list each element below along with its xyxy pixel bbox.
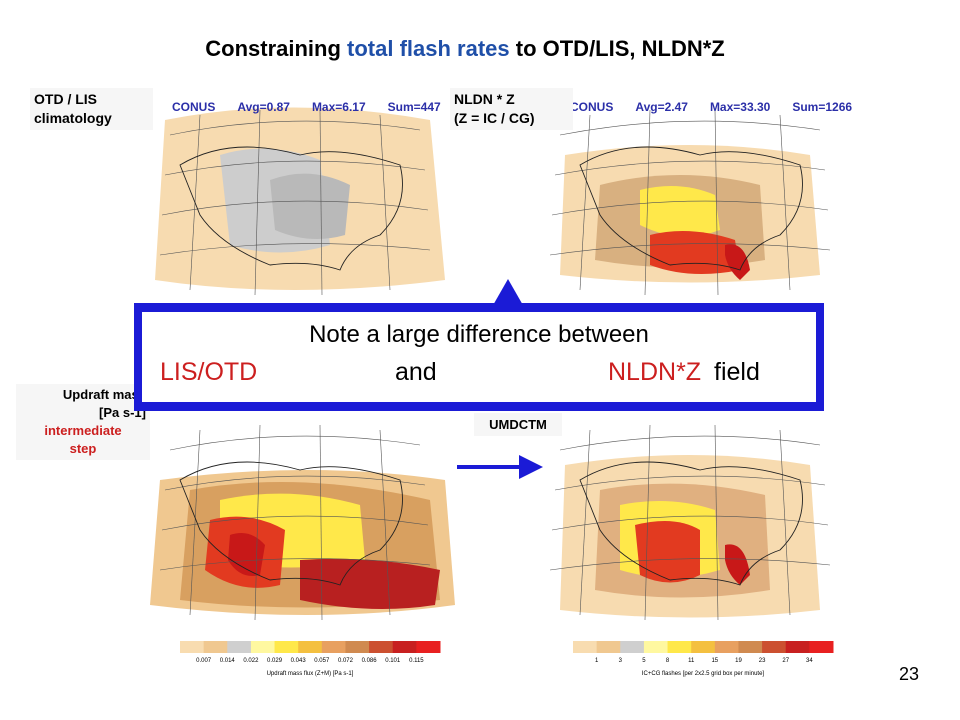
callout-field: field bbox=[714, 358, 760, 386]
colorbar-segment bbox=[714, 641, 739, 653]
map-umdctm bbox=[500, 410, 870, 630]
colorbar-tick-label: 0.007 bbox=[196, 658, 212, 664]
callout-and: and bbox=[395, 358, 437, 386]
label-umdctm-text: UMDCTM bbox=[489, 417, 547, 432]
label-updraft-line1: Updraft mass bbox=[62, 387, 146, 402]
colorbar-tick-label: 0.101 bbox=[385, 658, 401, 664]
title-text-1: Constraining bbox=[205, 36, 348, 61]
map-updraft-svg bbox=[150, 424, 455, 621]
colorbar-flashes-svg: 1 3 5 8 11 15 19 23 27 34 IC+CG flashes [per 2x2.5… bbox=[573, 641, 834, 677]
map-nldn bbox=[500, 95, 870, 305]
colorbar-segment bbox=[691, 641, 716, 653]
colorbar-tick-label: 11 bbox=[688, 658, 695, 664]
colorbar-segment bbox=[369, 641, 394, 653]
label-nldn: NLDN * Z (Z = IC / CG) bbox=[450, 88, 573, 130]
page-number: 23 bbox=[899, 664, 920, 684]
colorbar-tick-label: 0.115 bbox=[409, 658, 424, 664]
colorbar-segment bbox=[392, 641, 417, 653]
arrow-up-icon bbox=[492, 279, 524, 307]
stats-sum: Sum=1266 bbox=[792, 100, 853, 114]
colorbar-tick-label: 8 bbox=[666, 658, 670, 664]
colorbar-tick-label: 0.029 bbox=[267, 658, 283, 664]
colorbar-tick-label: 0.022 bbox=[243, 658, 259, 664]
stats-sum: Sum=447 bbox=[387, 100, 441, 114]
label-nldn-line2: (Z = IC / CG) bbox=[454, 110, 535, 126]
colorbar-segment bbox=[250, 641, 276, 653]
colorbar-segment bbox=[416, 641, 441, 653]
label-otd-lis: OTD / LIS climatology bbox=[30, 88, 153, 130]
map-otd-lis bbox=[110, 95, 470, 305]
label-updraft-line3: intermediate bbox=[44, 423, 122, 438]
callout-lis-otd: LIS/OTD bbox=[160, 358, 258, 386]
colorbar-segment bbox=[321, 641, 346, 653]
colorbar-tick-label: 27 bbox=[782, 658, 789, 664]
colorbar-tick-label: 19 bbox=[735, 658, 742, 664]
colorbar-caption: IC+CG flashes [per 2x2.5 grid box per mi… bbox=[642, 671, 765, 677]
colorbar-tick-label: 15 bbox=[711, 658, 718, 664]
colorbar-tick-label: 34 bbox=[806, 658, 813, 664]
callout-nldn-z: NLDN*Z bbox=[608, 358, 702, 386]
colorbar-caption: Updraft mass flux (Z+M) [Pa s-1] bbox=[267, 671, 354, 677]
colorbar-segment bbox=[643, 641, 669, 653]
stats-avg: Avg=2.47 bbox=[635, 100, 688, 114]
colorbar-segment bbox=[298, 641, 323, 653]
label-updraft-line2: [Pa s-1] bbox=[99, 405, 146, 420]
colorbar-updraft-svg: 0.007 0.014 0.022 0.029 0.043 0.057 0.072 0.086… bbox=[180, 641, 441, 677]
colorbar-segment bbox=[667, 641, 692, 653]
stats-region: CONUS bbox=[172, 100, 216, 114]
colorbar-segment bbox=[203, 641, 228, 653]
map-updraft bbox=[110, 410, 470, 630]
colorbar-segment bbox=[180, 641, 205, 653]
title-text-2: to OTD/LIS, NLDN*Z bbox=[509, 36, 725, 61]
callout-inner: Note a large difference between LIS/OTD … bbox=[142, 312, 816, 402]
arrow-right-icon bbox=[457, 455, 543, 479]
colorbar-tick-label: 0.057 bbox=[314, 658, 330, 664]
stats-avg: Avg=0.87 bbox=[237, 100, 290, 114]
label-updraft: Updraft mass [Pa s-1] intermediate step bbox=[16, 384, 150, 460]
stats-max: Max=6.17 bbox=[311, 100, 366, 114]
colorbar-segment bbox=[227, 641, 252, 653]
label-umdctm: UMDCTM bbox=[474, 413, 562, 436]
callout-line1: Note a large difference between bbox=[309, 321, 649, 348]
label-otd-line1: OTD / LIS bbox=[34, 91, 97, 107]
colorbar-flashes: 1 3 5 8 11 15 19 23 27 34 IC+CG flashes [per 2x2.5… bbox=[563, 637, 843, 687]
stats-nldn: CONUS Avg=2.47 Max=33.30 Sum=1266 bbox=[570, 100, 874, 114]
colorbar-segment bbox=[785, 641, 810, 653]
callout-box: Note a large difference between LIS/OTD … bbox=[134, 303, 824, 411]
map-otd-svg bbox=[155, 107, 445, 296]
label-otd-line2: climatology bbox=[34, 110, 112, 126]
colorbar-segment bbox=[345, 641, 370, 653]
colorbar-segment bbox=[620, 641, 645, 653]
title-highlight: total flash rates bbox=[347, 36, 510, 61]
label-nldn-line1: NLDN * Z bbox=[454, 91, 515, 107]
stats-otd: CONUS Avg=0.87 Max=6.17 Sum=447 bbox=[172, 100, 463, 114]
stats-region: CONUS bbox=[570, 100, 614, 114]
colorbar-tick-label: 0.086 bbox=[362, 658, 378, 664]
colorbar-tick-label: 3 bbox=[619, 658, 623, 664]
map-nldn-svg bbox=[549, 109, 831, 296]
colorbar-updraft: 0.007 0.014 0.022 0.029 0.043 0.057 0.072 0.086… bbox=[170, 637, 450, 687]
colorbar-tick-label: 0.043 bbox=[291, 658, 307, 664]
colorbar-tick-label: 1 bbox=[595, 658, 599, 664]
label-updraft-line4: step bbox=[69, 441, 97, 456]
colorbar-tick-label: 0.014 bbox=[220, 658, 236, 664]
colorbar-segment bbox=[809, 641, 834, 653]
colorbar-segment bbox=[738, 641, 763, 653]
map-umdctm-svg bbox=[549, 424, 831, 621]
colorbar-segment bbox=[573, 641, 598, 653]
slide-title: Constraining total flash rates to OTD/LI… bbox=[0, 36, 930, 62]
colorbar-tick-label: 0.072 bbox=[338, 658, 354, 664]
colorbar-segment bbox=[596, 641, 621, 653]
colorbar-tick-label: 23 bbox=[759, 658, 766, 664]
stats-max: Max=33.30 bbox=[709, 100, 771, 114]
colorbar-segment bbox=[762, 641, 787, 653]
colorbar-tick-label: 5 bbox=[642, 658, 646, 664]
colorbar-segment bbox=[274, 641, 299, 653]
